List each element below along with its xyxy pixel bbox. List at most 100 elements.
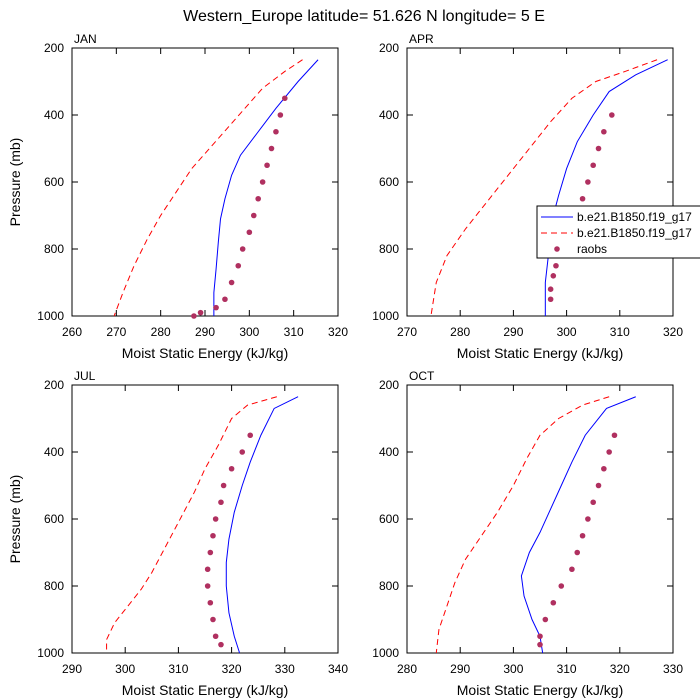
- oct-raobs-point: [542, 616, 549, 623]
- legend: b.e21.B1850.f19_g17 b.e21.B1850.f19_g17 …: [536, 205, 700, 259]
- panel-oct: OCT 280 290 300 310 320 330 200 400 600 800 1000 Moi…: [372, 369, 683, 698]
- legend-label-model-dashed: b.e21.B1850.f19_g17: [577, 226, 692, 240]
- jul-raobs-point: [204, 566, 211, 573]
- jul-ytick-label: 600: [44, 512, 64, 526]
- apr-xtick-label: 290: [503, 325, 523, 339]
- jul-xlabel: Moist Static Energy (kJ/kg): [122, 682, 289, 698]
- jan-raobs-point: [268, 145, 275, 152]
- oct-plot-frame: [406, 384, 674, 654]
- apr-raobs-point: [609, 112, 615, 118]
- oct-ytick-label: 400: [379, 445, 399, 459]
- jul-xtick-label: 310: [168, 662, 188, 676]
- oct-xtick-label: 280: [397, 662, 417, 676]
- apr-raobs-point: [601, 128, 607, 135]
- apr-raobs-point: [579, 195, 586, 202]
- jan-xtick-label: 300: [239, 325, 259, 339]
- jan-xtick-label: 320: [328, 325, 348, 339]
- jul-raobs-point: [247, 432, 254, 439]
- apr-raobs-point: [595, 145, 602, 152]
- jan-ytick-label: 400: [44, 108, 64, 122]
- apr-ytick-label: 600: [379, 175, 399, 189]
- oct-xtick-label: 330: [663, 662, 683, 676]
- apr-raobs-point: [585, 179, 591, 185]
- oct-ytick-label: 600: [379, 512, 399, 526]
- oct-raobs-point: [606, 449, 612, 455]
- legend-label-model-solid: b.e21.B1850.f19_g17: [577, 210, 692, 224]
- jan-ylabel: Pressure (mb): [7, 138, 23, 227]
- jan-raobs-point: [222, 296, 228, 303]
- legend-box: [536, 205, 700, 259]
- jul-raobs-point: [220, 482, 227, 489]
- oct-raobs-point: [590, 499, 596, 506]
- jan-xtick-label: 270: [106, 325, 126, 339]
- jul-xtick-label: 320: [222, 662, 242, 676]
- jan-raobs-point: [239, 246, 246, 252]
- jul-xtick-label: 340: [328, 662, 348, 676]
- apr-raobs-point: [547, 296, 554, 303]
- apr-month-label: APR: [409, 32, 434, 46]
- jul-xtick-label: 300: [115, 662, 135, 676]
- oct-raobs-point: [569, 566, 575, 573]
- jan-month-label: JAN: [74, 32, 97, 46]
- jul-raobs-point: [218, 499, 224, 506]
- jul-series-solid: [225, 396, 299, 654]
- jan-ytick-label: 600: [44, 175, 64, 189]
- apr-series-dashed: [430, 59, 658, 317]
- oct-xlabel: Moist Static Energy (kJ/kg): [457, 682, 624, 698]
- apr-ytick-label: 800: [379, 242, 399, 256]
- legend-swatch-raobs: [554, 246, 560, 252]
- oct-raobs-point: [558, 583, 565, 589]
- jul-xtick-label: 290: [62, 662, 82, 676]
- jan-raobs-point: [259, 179, 266, 185]
- apr-ytick-label: 1000: [372, 309, 399, 323]
- jan-plot-frame: [71, 47, 339, 317]
- jul-ytick-label: 800: [44, 579, 64, 593]
- apr-xtick-label: 270: [397, 325, 417, 339]
- jul-ytick-label: 1000: [37, 646, 64, 660]
- apr-xtick-label: 310: [610, 325, 630, 339]
- jan-series-dashed: [113, 59, 303, 317]
- panel-jul: JUL 290 300 310 320 330 340 200 400 600 800 1000 Moi…: [7, 369, 348, 698]
- jul-raobs-point: [210, 532, 216, 539]
- jan-xtick-label: 310: [284, 325, 304, 339]
- oct-raobs-point: [585, 516, 591, 522]
- oct-xtick-label: 290: [450, 662, 470, 676]
- jul-ytick-label: 200: [44, 378, 64, 392]
- jan-xtick-label: 280: [151, 325, 171, 339]
- jan-ytick-label: 800: [44, 242, 64, 256]
- jul-raobs-point: [204, 583, 211, 589]
- jul-raobs-point: [228, 465, 235, 472]
- jan-raobs-point: [235, 262, 242, 269]
- jul-series-dashed: [106, 396, 277, 653]
- jan-raobs-point: [213, 304, 219, 311]
- jan-raobs-point: [282, 95, 288, 102]
- jul-raobs-point: [218, 641, 224, 648]
- jan-raobs-point: [255, 195, 261, 202]
- jul-plot-frame: [71, 384, 339, 654]
- jan-raobs-point: [246, 229, 253, 236]
- jan-xlabel: Moist Static Energy (kJ/kg): [122, 345, 289, 361]
- jan-xtick-label: 290: [195, 325, 215, 339]
- legend-label-raobs: raobs: [577, 242, 607, 256]
- oct-ytick-label: 800: [379, 579, 399, 593]
- panel-jan: JAN 260 270 280 290 300 310 320 200 400 600 800 1000…: [7, 32, 348, 361]
- oct-month-label: OCT: [409, 369, 435, 383]
- oct-series-dashed: [435, 396, 610, 654]
- oct-raobs-point: [579, 532, 586, 539]
- panel-apr: APR 270 280 290 300 310 320 200 400 600 800 1000 Moi…: [372, 32, 683, 361]
- apr-xtick-label: 300: [557, 325, 577, 339]
- oct-xtick-label: 300: [503, 662, 523, 676]
- apr-ytick-label: 400: [379, 108, 399, 122]
- apr-plot-frame: [406, 47, 674, 317]
- apr-series-solid: [544, 59, 668, 316]
- oct-series-solid: [520, 396, 636, 654]
- jan-xtick-label: 260: [62, 325, 82, 339]
- jan-raobs-point: [250, 212, 257, 219]
- jul-xtick-label: 330: [275, 662, 295, 676]
- oct-xtick-label: 310: [557, 662, 577, 676]
- jan-raobs-point: [228, 279, 235, 286]
- oct-raobs-point: [601, 465, 607, 472]
- oct-raobs-point: [574, 549, 581, 556]
- oct-raobs-point: [537, 633, 543, 640]
- apr-xtick-label: 280: [450, 325, 470, 339]
